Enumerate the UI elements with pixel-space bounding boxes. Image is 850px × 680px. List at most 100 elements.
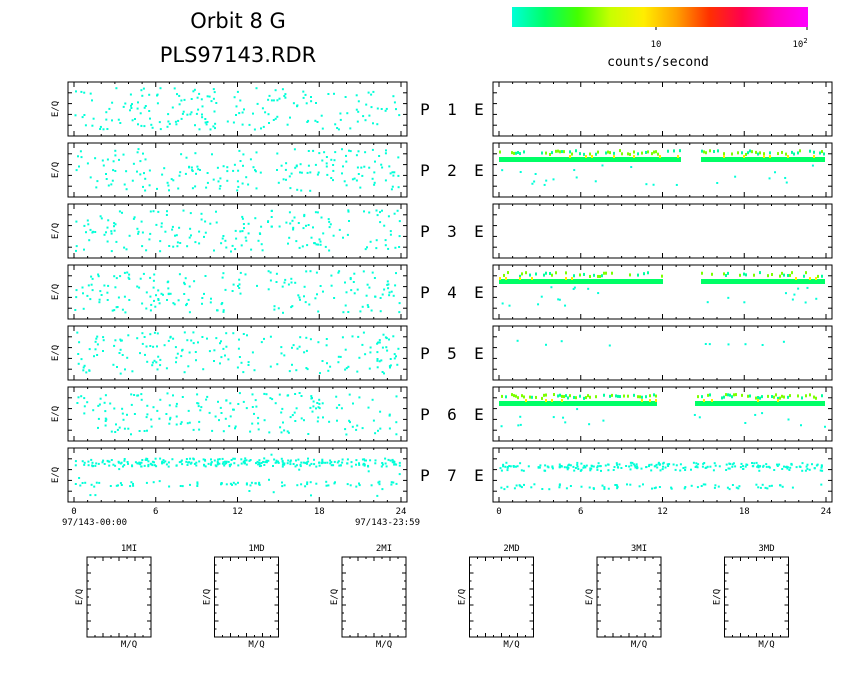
count-cell [639,279,641,284]
count-cell [346,112,349,115]
count-cell [631,461,634,464]
count-cell [609,401,611,406]
count-cell [619,395,621,399]
count-cell [616,487,619,490]
count-cell [719,279,721,284]
count-cell [589,152,591,156]
count-cell [565,394,567,398]
count-cell [167,113,170,116]
count-cell [591,401,593,406]
count-cell [346,458,349,461]
count-cell [92,230,95,233]
count-cell [137,123,139,126]
count-cell [791,150,793,154]
count-cell [215,337,218,340]
count-cell [104,424,107,427]
count-cell [263,419,266,422]
count-cell [545,401,547,406]
count-cell [704,483,707,486]
count-cell [320,114,323,117]
count-cell [712,469,715,472]
count-cell [345,160,348,163]
count-cell [234,483,237,486]
count-cell [669,157,671,162]
count-cell [322,232,325,235]
count-cell [181,485,184,488]
count-cell [501,279,503,284]
count-cell [193,280,196,283]
count-cell [511,151,513,155]
count-cell [89,92,92,95]
count-cell [281,285,284,288]
count-cell [543,393,545,397]
count-cell [111,309,114,312]
count-cell [368,286,371,289]
count-cell [309,189,312,192]
count-cell [185,458,188,460]
ylabel-eq: E/Q [585,589,595,605]
count-cell [753,273,755,277]
count-cell [611,157,613,162]
count-cell [349,277,352,279]
count-cell [711,401,713,406]
count-cell [647,271,649,275]
count-cell [815,279,817,284]
count-cell [373,181,376,184]
count-cell [175,361,177,364]
colorbar-label: counts/second [607,55,709,70]
count-cell [339,464,342,467]
count-cell [113,344,116,347]
count-cell [585,279,587,284]
count-cell [321,402,324,405]
count-cell [714,484,717,487]
count-cell [80,395,83,398]
count-cell [263,457,266,460]
count-cell [144,105,147,107]
count-cell [655,401,657,406]
count-cell [75,220,78,223]
count-cell [701,271,703,275]
count-cell [545,279,547,284]
count-cell [659,279,661,284]
count-cell [176,241,179,244]
count-cell [727,393,729,397]
xlabel-mq: M/Q [121,640,137,650]
count-cell [192,331,195,334]
count-cell [167,184,170,187]
count-cell [92,409,95,412]
count-cell [751,150,753,154]
panel-number: 3 [447,222,457,241]
count-cell [298,246,301,249]
count-cell [540,295,543,298]
count-cell [539,464,542,467]
count-cell [303,295,305,298]
count-cell [271,398,274,401]
count-cell [178,94,181,97]
count-cell [723,152,725,156]
count-cell [133,413,136,415]
count-cell [248,459,251,462]
count-cell [383,372,385,375]
count-cell [143,125,146,128]
count-cell [287,394,290,397]
count-cell [260,462,263,464]
count-cell [575,401,577,406]
count-cell [93,355,95,358]
count-cell [645,279,647,284]
count-cell [765,157,767,162]
count-cell [499,401,501,406]
count-cell [378,483,381,486]
count-cell [763,152,765,156]
count-cell [171,225,174,228]
count-cell [277,181,280,184]
count-cell [599,401,601,406]
count-cell [747,401,749,406]
count-cell [529,279,531,284]
count-cell [823,401,825,406]
count-cell [349,278,352,281]
count-cell [99,397,102,400]
count-cell [739,279,741,284]
count-cell [607,401,609,406]
count-cell [545,399,547,402]
count-cell [233,457,236,460]
